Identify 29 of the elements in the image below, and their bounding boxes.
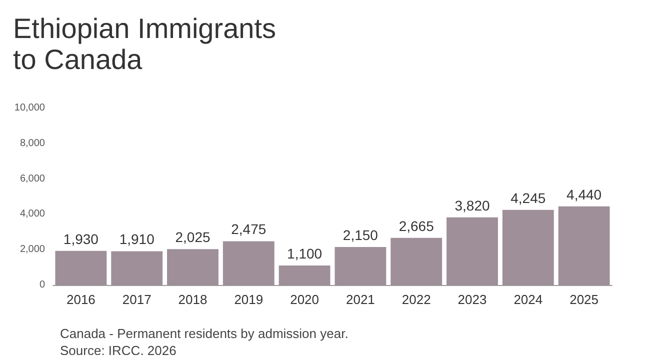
data-label: 3,820: [454, 197, 490, 214]
data-label: 2,025: [175, 229, 210, 246]
x-tick-label: 2022: [402, 292, 431, 307]
data-label: 1,910: [119, 231, 155, 248]
y-tick-label: 6,000: [20, 173, 46, 184]
x-tick-label: 2019: [234, 292, 264, 307]
data-label: 4,245: [510, 190, 546, 206]
x-tick-label: 2016: [66, 292, 96, 307]
source-note: Source: IRCC. 2026: [60, 343, 176, 358]
y-tick-label: 4,000: [20, 208, 46, 220]
x-tick-label: 2025: [570, 292, 599, 307]
y-tick-label: 8,000: [20, 138, 46, 149]
data-label: 4,440: [566, 186, 602, 202]
data-label: 1,930: [63, 230, 99, 247]
chart-title: Ethiopian Immigrants to Canada: [13, 13, 284, 75]
data-label: 2,665: [398, 218, 434, 234]
y-tick-label: 10,000: [14, 102, 46, 114]
y-tick-label: 2,000: [20, 244, 46, 256]
x-tick-label: 2024: [514, 292, 543, 307]
y-tick-label: 0: [39, 280, 46, 290]
x-tick-label: 2021: [346, 292, 375, 307]
x-tick-label: 2020: [290, 292, 320, 307]
x-tick-label: 2017: [122, 292, 152, 307]
data-label: 1,100: [287, 246, 322, 262]
data-label: 2,475: [231, 221, 266, 238]
data-label: 2,150: [342, 226, 378, 243]
x-tick-label: 2018: [178, 292, 208, 307]
text: Canada - Permanent residents by admission year.: [60, 326, 348, 341]
x-tick-label: 2023: [458, 292, 487, 307]
